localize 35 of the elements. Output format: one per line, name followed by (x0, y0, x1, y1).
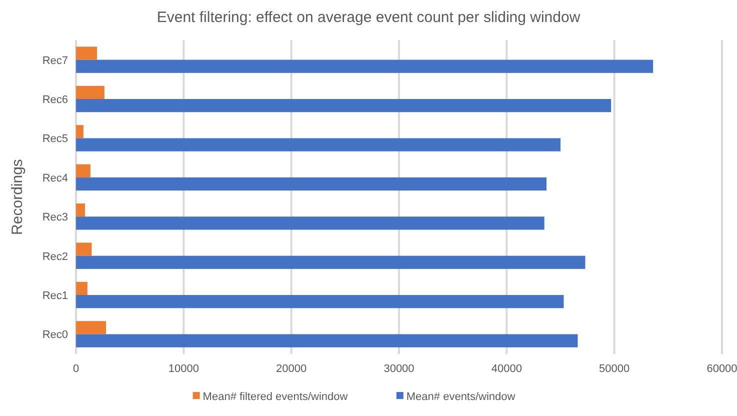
y-tick-label: Rec2 (42, 250, 68, 263)
y-tick-label: Rec1 (42, 290, 68, 302)
y-tick-label: Rec3 (42, 212, 68, 224)
y-tick-label: Rec5 (42, 133, 68, 146)
bar (76, 242, 92, 256)
y-tick-label: Rec7 (42, 54, 68, 67)
x-tick-label: 60000 (706, 363, 737, 375)
bar (76, 177, 547, 191)
bar (76, 216, 544, 230)
bar (76, 86, 104, 99)
x-tick-label: 40000 (491, 363, 522, 375)
y-tick-label: Rec0 (42, 329, 68, 342)
legend-label: Mean# events/window (406, 391, 516, 403)
bar (76, 321, 106, 334)
x-tick-label: 30000 (384, 363, 414, 375)
x-tick-label: 20000 (276, 363, 307, 375)
bar (76, 295, 564, 308)
y-tick-label: Rec6 (42, 94, 68, 106)
x-tick-label: 50000 (599, 363, 630, 375)
bar (76, 203, 86, 217)
bar (76, 60, 654, 73)
bar (76, 256, 586, 269)
x-tick-label: 0 (72, 363, 80, 375)
bar (76, 99, 612, 112)
y-tick-label: Rec4 (42, 172, 68, 184)
bar (76, 334, 578, 348)
y-axis-title: Recordings (9, 159, 26, 235)
bar (76, 125, 84, 138)
bar (76, 282, 88, 295)
bar (76, 164, 90, 178)
bar (76, 46, 97, 60)
x-tick-label: 10000 (168, 363, 199, 375)
bar (76, 138, 560, 152)
chart-title: Event filtering: effect on average event count per sliding window (156, 9, 580, 26)
legend-label: Mean# filtered events/window (202, 391, 348, 403)
